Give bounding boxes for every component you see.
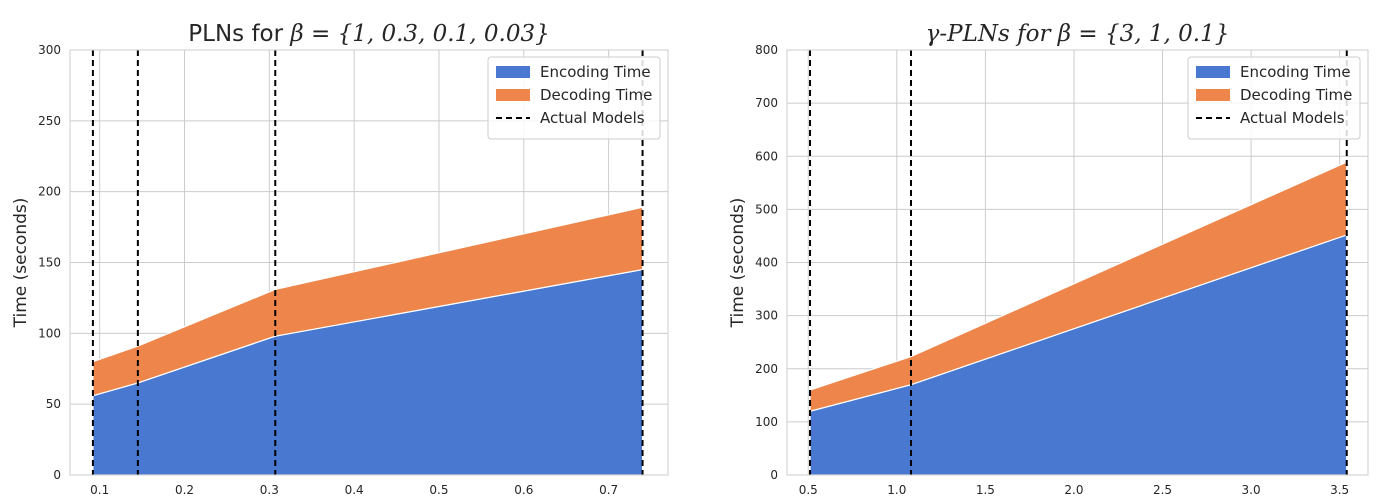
legend-box: [487, 56, 661, 140]
x-tick-label: 2.0: [1064, 483, 1083, 497]
encoding-time-area: [809, 234, 1348, 476]
legend-label-actual-models: Actual Models: [1240, 109, 1345, 127]
chart-panel-2: 0.5 1.0 1.5 2.0 2.5 3.0 3.5 0 100 200 300 400 500 600…: [728, 21, 1369, 497]
legend-label-encoding-time: Encoding Time: [1240, 63, 1351, 81]
legend-swatch-decoding-time: [496, 89, 530, 101]
x-tick-label: 0.1: [90, 483, 109, 497]
x-tick-label: 3.0: [1242, 483, 1261, 497]
chart-title-math: β = {1, 0.3, 0.1, 0.03}: [289, 21, 549, 47]
legend-swatch-decoding-time: [1196, 89, 1230, 101]
y-tick-label: 50: [46, 397, 61, 411]
y-tick-label: 400: [755, 256, 778, 270]
x-tick-label: 1.5: [976, 483, 995, 497]
y-tick-label: 200: [38, 185, 61, 199]
decoding-time-area: [92, 206, 644, 397]
x-tick-label: 0.4: [345, 483, 364, 497]
x-tick-label: 1.0: [887, 483, 906, 497]
legend-box: [1187, 56, 1361, 140]
plot-frame: [69, 49, 669, 476]
y-tick-label: 500: [755, 202, 778, 216]
y-tick-label: 100: [755, 415, 778, 429]
plot-frame: [786, 49, 1369, 476]
y-tick-label: 300: [755, 309, 778, 323]
x-tick-label: 0.5: [799, 483, 818, 497]
x-tick-label: 0.2: [175, 483, 194, 497]
x-tick-label: 3.5: [1330, 483, 1349, 497]
chart-panel-1: 0.1 0.2 0.3 0.4 0.5 0.6 0.7 0 50 100 150 200 250 300 T…: [11, 21, 669, 497]
y-tick-label: 150: [38, 256, 61, 270]
y-tick-label: 800: [755, 43, 778, 57]
chart-title-text: PLNs for: [188, 21, 290, 47]
x-tick-label: 0.7: [599, 483, 618, 497]
x-tick-label: 0.6: [514, 483, 533, 497]
legend-swatch-encoding-time: [1196, 66, 1230, 78]
legend: Encoding Time Decoding Time Actual Models: [487, 56, 661, 140]
y-tick-label: 600: [755, 149, 778, 163]
chart-title: PLNs for β = {1, 0.3, 0.1, 0.03}: [188, 21, 549, 47]
legend-label-encoding-time: Encoding Time: [540, 63, 651, 81]
legend: Encoding Time Decoding Time Actual Models: [1187, 56, 1361, 140]
legend-label-decoding-time: Decoding Time: [540, 86, 652, 104]
y-tick-label: 200: [755, 362, 778, 376]
y-tick-label: 0: [53, 468, 61, 482]
x-tick-label: 0.3: [260, 483, 279, 497]
legend-swatch-encoding-time: [496, 66, 530, 78]
y-tick-label: 250: [38, 114, 61, 128]
chart-title: γ-PLNs for β = {3, 1, 0.1}: [926, 21, 1230, 47]
y-tick-label: 100: [38, 326, 61, 340]
y-axis-label: Time (seconds): [11, 198, 31, 329]
x-tick-label: 2.5: [1153, 483, 1172, 497]
legend-label-actual-models: Actual Models: [540, 109, 645, 127]
y-tick-label: 300: [38, 43, 61, 57]
x-tick-label: 0.5: [429, 483, 448, 497]
y-tick-label: 0: [770, 468, 778, 482]
y-axis-label: Time (seconds): [728, 198, 748, 329]
chart-title-math: γ-PLNs for β = {3, 1, 0.1}: [926, 21, 1230, 47]
y-tick-label: 700: [755, 96, 778, 110]
legend-label-decoding-time: Decoding Time: [1240, 86, 1352, 104]
